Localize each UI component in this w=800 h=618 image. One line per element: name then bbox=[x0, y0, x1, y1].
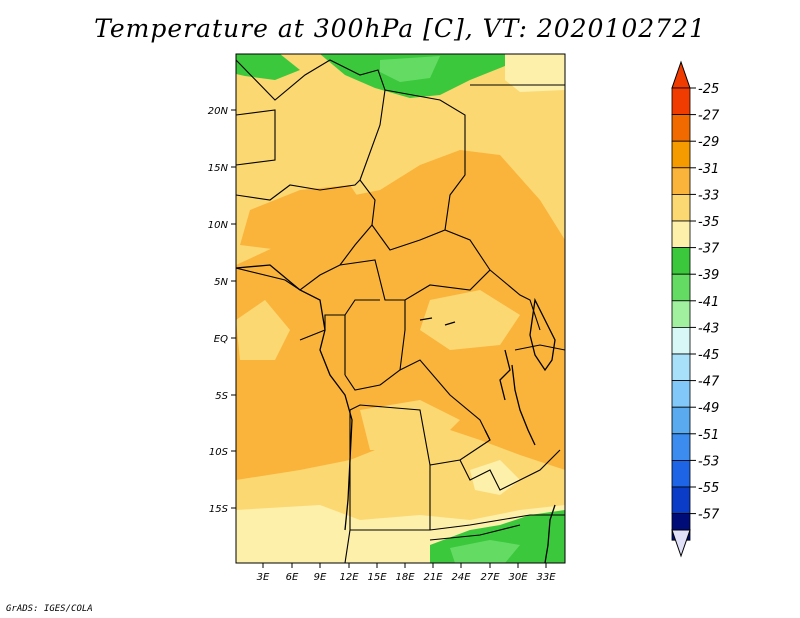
colorbar-label: -43 bbox=[698, 321, 719, 336]
lat-label: 5S bbox=[215, 391, 228, 402]
colorbar-box bbox=[671, 167, 691, 195]
coastlines-and-lakes bbox=[236, 264, 556, 563]
colorbar-box bbox=[671, 300, 691, 328]
field-yellow-patch-a bbox=[236, 300, 290, 360]
colorbar-box bbox=[671, 114, 691, 142]
temperature-field bbox=[236, 54, 565, 563]
field-yellow-patch-c bbox=[360, 400, 460, 450]
lat-label: EQ bbox=[214, 334, 228, 345]
colorbar-label: -53 bbox=[698, 454, 719, 469]
map-title: Temperature at 300hPa [C], VT: 202010272… bbox=[94, 14, 706, 43]
lon-label: 3E bbox=[257, 572, 270, 583]
colorbar-box bbox=[671, 273, 691, 302]
field-green-light-north bbox=[380, 56, 440, 82]
longitude-labels: 3E 6E 9E 12E 15E 18E 21E 24E 27E 30E 33E bbox=[257, 572, 557, 583]
colorbar-label: -39 bbox=[698, 268, 719, 283]
colorbar-label: -41 bbox=[698, 295, 719, 310]
latitude-labels: 20N 15N 10N 5N EQ 5S 10S 15S bbox=[208, 106, 229, 515]
lon-label: 6E bbox=[286, 572, 299, 583]
field-green-light-south bbox=[450, 540, 520, 563]
colorbar-label: -25 bbox=[698, 82, 719, 97]
colorbar-label: -37 bbox=[698, 242, 720, 257]
lon-label: 12E bbox=[339, 572, 359, 583]
lat-label: 5N bbox=[214, 277, 228, 288]
country-boundaries bbox=[236, 59, 565, 563]
field-orange-west bbox=[240, 185, 370, 250]
field-green-nw bbox=[236, 54, 300, 80]
lon-label: 21E bbox=[423, 572, 443, 583]
colorbar-label: -55 bbox=[698, 481, 719, 496]
colorbar-box bbox=[671, 459, 691, 488]
lat-label: 15N bbox=[208, 163, 229, 174]
colorbar-box bbox=[671, 87, 691, 116]
lon-label: 24E bbox=[451, 572, 471, 583]
plot-frame bbox=[235, 53, 566, 564]
colorbar-label: -35 bbox=[698, 215, 719, 230]
lat-label: 20N bbox=[208, 106, 229, 117]
colorbar-box bbox=[671, 193, 691, 222]
colorbar-box bbox=[671, 380, 691, 408]
lon-label: 18E bbox=[395, 572, 415, 583]
colorbar-box bbox=[671, 326, 691, 355]
colorbar-label: -47 bbox=[698, 375, 720, 390]
colorbar-box bbox=[671, 433, 691, 461]
lon-label: 30E bbox=[508, 572, 528, 583]
colorbar-boxes bbox=[671, 87, 691, 541]
lon-label: 9E bbox=[314, 572, 327, 583]
colorbar-box bbox=[671, 406, 691, 435]
colorbar-label: -45 bbox=[698, 348, 719, 363]
colorbar: -25 -27 -29 -31 -33 -35 -37 -39 -41 -43 -45 -47 -49 -… bbox=[671, 60, 720, 558]
colorbar-box bbox=[671, 486, 691, 515]
colorbar-top-triangle bbox=[671, 60, 691, 89]
lat-label: 10N bbox=[208, 220, 229, 231]
colorbar-label: -57 bbox=[698, 508, 720, 523]
colorbar-bottom-triangle bbox=[671, 529, 691, 558]
colorbar-box bbox=[671, 220, 691, 249]
lon-label: 27E bbox=[480, 572, 500, 583]
colorbar-box bbox=[671, 247, 691, 275]
colorbar-label: -51 bbox=[698, 428, 719, 443]
colorbar-box bbox=[671, 353, 691, 382]
colorbar-label: -29 bbox=[698, 135, 719, 150]
field-pale-ne bbox=[505, 54, 565, 92]
field-yellow-patch-b bbox=[420, 290, 520, 350]
colorbar-label: -31 bbox=[698, 162, 719, 177]
colorbar-box bbox=[671, 140, 691, 169]
field-orange-east bbox=[440, 165, 545, 250]
colorbar-label: -49 bbox=[698, 401, 719, 416]
lon-label: 33E bbox=[536, 572, 556, 583]
lat-label: 15S bbox=[209, 504, 229, 515]
axis-ticks bbox=[231, 109, 547, 568]
grads-credit: GrADS: IGES/COLA bbox=[6, 604, 93, 614]
colorbar-label: -33 bbox=[698, 188, 719, 203]
lon-label: 15E bbox=[367, 572, 387, 583]
colorbar-labels: -25 -27 -29 -31 -33 -35 -37 -39 -41 -43 -45 -47 -49 -… bbox=[690, 82, 720, 523]
colorbar-label: -27 bbox=[698, 109, 720, 124]
lat-label: 10S bbox=[209, 447, 229, 458]
